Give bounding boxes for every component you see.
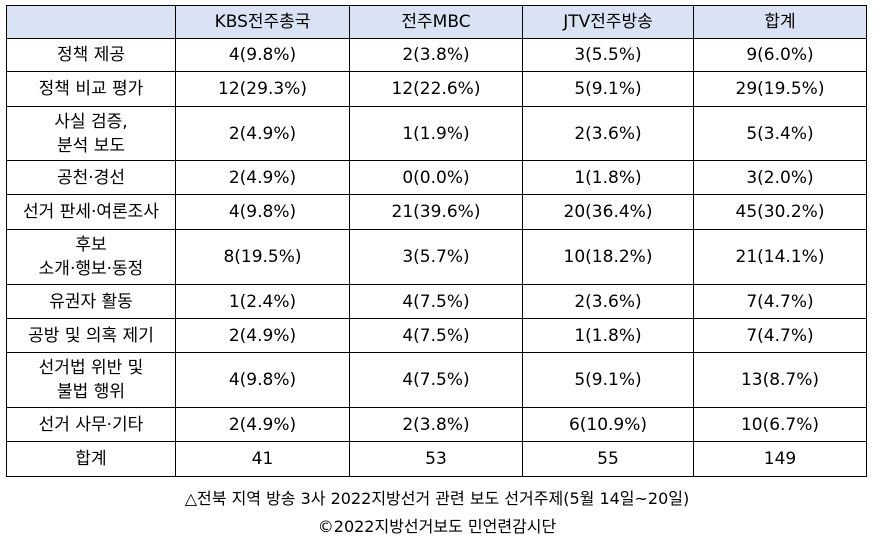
table-row: 후보 소개·행보·동정 8(19.5%) 3(5.7%) 10(18.2%) 21(14.… — [6, 229, 867, 285]
table-row: 선거 판세·여론조사 4(9.8%) 21(39.6%) 20(36.4%) 45(30… — [6, 194, 867, 230]
table-caption: △전북 지역 방송 3사 2022지방선거 관련 보도 선거주제(5월 14일~… — [184, 489, 690, 508]
table-row: 정책 제공 4(9.8%) 2(3.8%) 3(5.5%) 9(6.0%) — [6, 38, 867, 72]
cell-kbs: 2(4.9%) — [175, 160, 350, 195]
cell-kbs: 2(4.9%) — [175, 318, 350, 353]
cell-kbs: 2(4.9%) — [175, 407, 350, 442]
row-label-line: 정책 비교 평가 — [38, 79, 144, 99]
cell-kbs: 8(19.5%) — [175, 229, 350, 285]
copyright-caption: ©2022지방선거보도 민언련감시단 — [317, 517, 557, 536]
table-row: 사실 검증, 분석 보도 2(4.9%) 1(1.9%) 2(3.6%) 5(3.4%) — [6, 106, 867, 161]
row-label-line: 불법 행위 — [57, 382, 125, 402]
table-body: 정책 제공 4(9.8%) 2(3.8%) 3(5.5%) 9(6.0%) 정책 비교 평… — [6, 38, 867, 477]
row-label-line: 공방 및 의혹 제기 — [28, 325, 154, 346]
table-header: KBS전주총국 전주MBC JTV전주방송 합계 — [6, 5, 867, 39]
cell-mbc: 4(7.5%) — [349, 318, 523, 353]
cell-mbc: 1(1.9%) — [349, 106, 523, 161]
row-label-line: 합계 — [75, 449, 107, 469]
cell-mbc: 0(0.0%) — [349, 160, 523, 195]
header-mbc: 전주MBC — [349, 5, 523, 39]
cell-total: 29(19.5%) — [693, 71, 867, 107]
row-label: 정책 제공 — [6, 38, 176, 72]
cell-total: 9(6.0%) — [693, 38, 867, 72]
cell-kbs: 4(9.8%) — [175, 352, 350, 408]
row-label: 선거 사무·기타 — [6, 407, 176, 442]
cell-kbs: 1(2.4%) — [175, 284, 350, 319]
row-label: 유권자 활동 — [6, 284, 176, 319]
row-label-line: 선거 판세·여론조사 — [23, 202, 159, 222]
row-label-line: 분석 보도 — [57, 135, 125, 156]
cell-jtv: 5(9.1%) — [522, 352, 694, 408]
cell-jtv: 20(36.4%) — [522, 194, 694, 230]
cell-jtv: 10(18.2%) — [522, 229, 694, 285]
row-label-line: 정책 제공 — [57, 45, 125, 65]
cell-kbs: 41 — [175, 441, 350, 477]
cell-total: 149 — [693, 441, 867, 477]
row-label: 사실 검증, 분석 보도 — [6, 106, 176, 161]
row-label-line: 소개·행보·동정 — [38, 259, 144, 279]
table-row: 공천·경선 2(4.9%) 0(0.0%) 1(1.8%) 3(2.0%) — [6, 160, 867, 195]
cell-total: 13(8.7%) — [693, 352, 867, 408]
cell-mbc: 21(39.6%) — [349, 194, 523, 230]
cell-mbc: 4(7.5%) — [349, 284, 523, 319]
row-label-line: 유권자 활동 — [49, 291, 133, 312]
table-row: 선거 사무·기타 2(4.9%) 2(3.8%) 6(10.9%) 10(6.7%) — [6, 407, 867, 442]
cell-mbc: 53 — [349, 441, 523, 477]
cell-kbs: 4(9.8%) — [175, 194, 350, 230]
cell-total: 3(2.0%) — [693, 160, 867, 195]
row-label-line: 후보 — [75, 235, 107, 255]
cell-kbs: 4(9.8%) — [175, 38, 350, 72]
row-label-line: 선거 사무·기타 — [38, 414, 144, 435]
row-label: 공방 및 의혹 제기 — [6, 318, 176, 353]
cell-jtv: 1(1.8%) — [522, 160, 694, 195]
header-corner-cell — [6, 5, 176, 39]
header-kbs: KBS전주총국 — [175, 5, 350, 39]
cell-total: 10(6.7%) — [693, 407, 867, 442]
cell-mbc: 2(3.8%) — [349, 38, 523, 72]
table-row: 정책 비교 평가 12(29.3%) 12(22.6%) 5(9.1%) 29(19.5… — [6, 71, 867, 107]
header-jtv: JTV전주방송 — [522, 5, 694, 39]
cell-kbs: 2(4.9%) — [175, 106, 350, 161]
cell-kbs: 12(29.3%) — [175, 71, 350, 107]
cell-jtv: 5(9.1%) — [522, 71, 694, 107]
election-topic-table: KBS전주총국 전주MBC JTV전주방송 합계 정책 제공 4(9.8%) 2(3… — [6, 5, 867, 477]
cell-mbc: 3(5.7%) — [349, 229, 523, 285]
table-row: 합계 41 53 55 149 — [6, 441, 867, 477]
table-row: 선거법 위반 및 불법 행위 4(9.8%) 4(7.5%) 5(9.1%) 13(8.7… — [6, 352, 867, 408]
cell-jtv: 2(3.6%) — [522, 106, 694, 161]
row-label: 합계 — [6, 441, 176, 477]
cell-total: 45(30.2%) — [693, 194, 867, 230]
cell-mbc: 4(7.5%) — [349, 352, 523, 408]
cell-jtv: 2(3.6%) — [522, 284, 694, 319]
row-label: 정책 비교 평가 — [6, 71, 176, 107]
header-total: 합계 — [693, 5, 867, 39]
cell-total: 21(14.1%) — [693, 229, 867, 285]
cell-total: 5(3.4%) — [693, 106, 867, 161]
cell-jtv: 55 — [522, 441, 694, 477]
cell-jtv: 3(5.5%) — [522, 38, 694, 72]
row-label: 선거 판세·여론조사 — [6, 194, 176, 230]
cell-mbc: 2(3.8%) — [349, 407, 523, 442]
row-label-line: 선거법 위반 및 — [38, 358, 144, 378]
row-label-line: 공천·경선 — [57, 167, 125, 188]
cell-jtv: 6(10.9%) — [522, 407, 694, 442]
row-label-line: 사실 검증, — [54, 111, 128, 132]
table-row: 공방 및 의혹 제기 2(4.9%) 4(7.5%) 1(1.8%) 7(4.7%) — [6, 318, 867, 353]
cell-total: 7(4.7%) — [693, 284, 867, 319]
cell-mbc: 12(22.6%) — [349, 71, 523, 107]
table-row: 유권자 활동 1(2.4%) 4(7.5%) 2(3.6%) 7(4.7%) — [6, 284, 867, 319]
cell-total: 7(4.7%) — [693, 318, 867, 353]
header-row: KBS전주총국 전주MBC JTV전주방송 합계 — [6, 5, 867, 39]
row-label: 공천·경선 — [6, 160, 176, 195]
cell-jtv: 1(1.8%) — [522, 318, 694, 353]
